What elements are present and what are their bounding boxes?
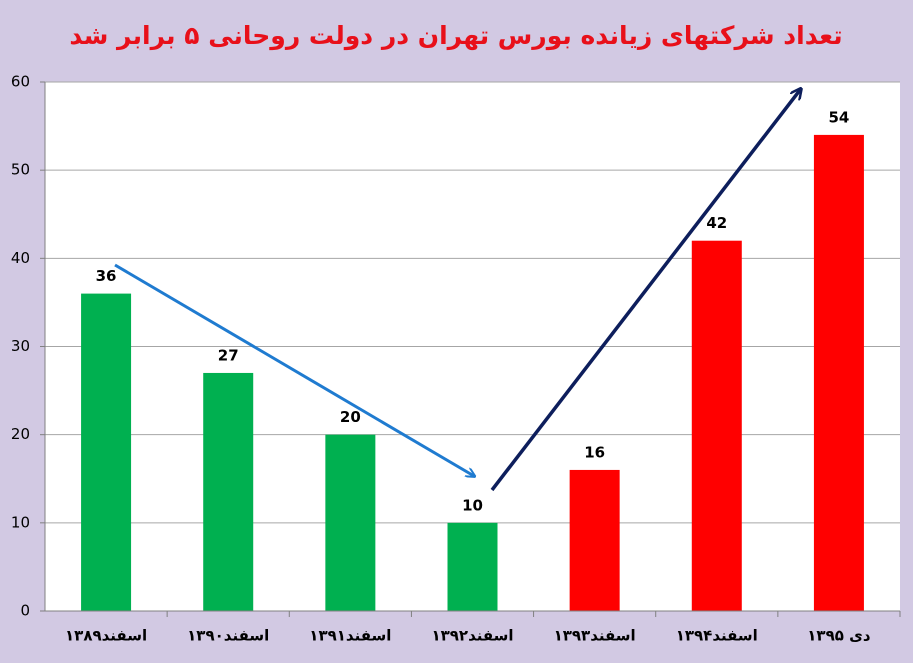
y-tick-label: 50 xyxy=(11,161,30,179)
bar xyxy=(447,522,498,611)
bar xyxy=(813,134,864,611)
trend-arrow-down xyxy=(114,263,474,476)
x-tick-label: اسفند۱۳۸۹ xyxy=(65,627,147,645)
x-tick-label: اسفند۱۳۹۴ xyxy=(676,627,758,645)
data-label: 10 xyxy=(462,496,483,514)
data-label: 36 xyxy=(96,267,117,285)
data-label: 20 xyxy=(340,408,361,426)
x-tick-label: اسفند۱۳۹۳ xyxy=(554,627,636,645)
bar xyxy=(325,434,376,611)
data-label: 16 xyxy=(584,443,605,461)
x-tick-label: اسفند۱۳۹۰ xyxy=(187,627,269,645)
bar xyxy=(569,469,620,611)
bar xyxy=(691,240,742,611)
x-tick-label: دی ۱۳۹۵ xyxy=(807,627,871,645)
chart-title: تعداد شرکتهای زیانده بورس تهران در دولت … xyxy=(69,21,842,51)
bar xyxy=(81,293,132,611)
data-label: 27 xyxy=(218,346,239,364)
plot: 0 10 20 30 40 50 60 36 اسفند۱۳۸۹ 27 اسفند۱۳۹۰ 20 اسف… xyxy=(11,73,901,645)
y-tick-label: 60 xyxy=(11,73,30,91)
y-tick-label: 30 xyxy=(11,337,30,355)
data-label: 54 xyxy=(828,108,849,126)
y-tick-label: 20 xyxy=(11,425,30,443)
bar xyxy=(203,372,254,611)
y-tick-label: 40 xyxy=(11,249,30,267)
y-tick-label: 10 xyxy=(11,513,30,531)
x-tick-label: اسفند۱۳۹۱ xyxy=(309,627,391,645)
y-tick-label: 0 xyxy=(20,602,30,620)
data-label: 42 xyxy=(706,214,727,232)
trend-arrow-up xyxy=(490,90,800,492)
x-tick-label: اسفند۱۳۹۲ xyxy=(431,627,513,645)
